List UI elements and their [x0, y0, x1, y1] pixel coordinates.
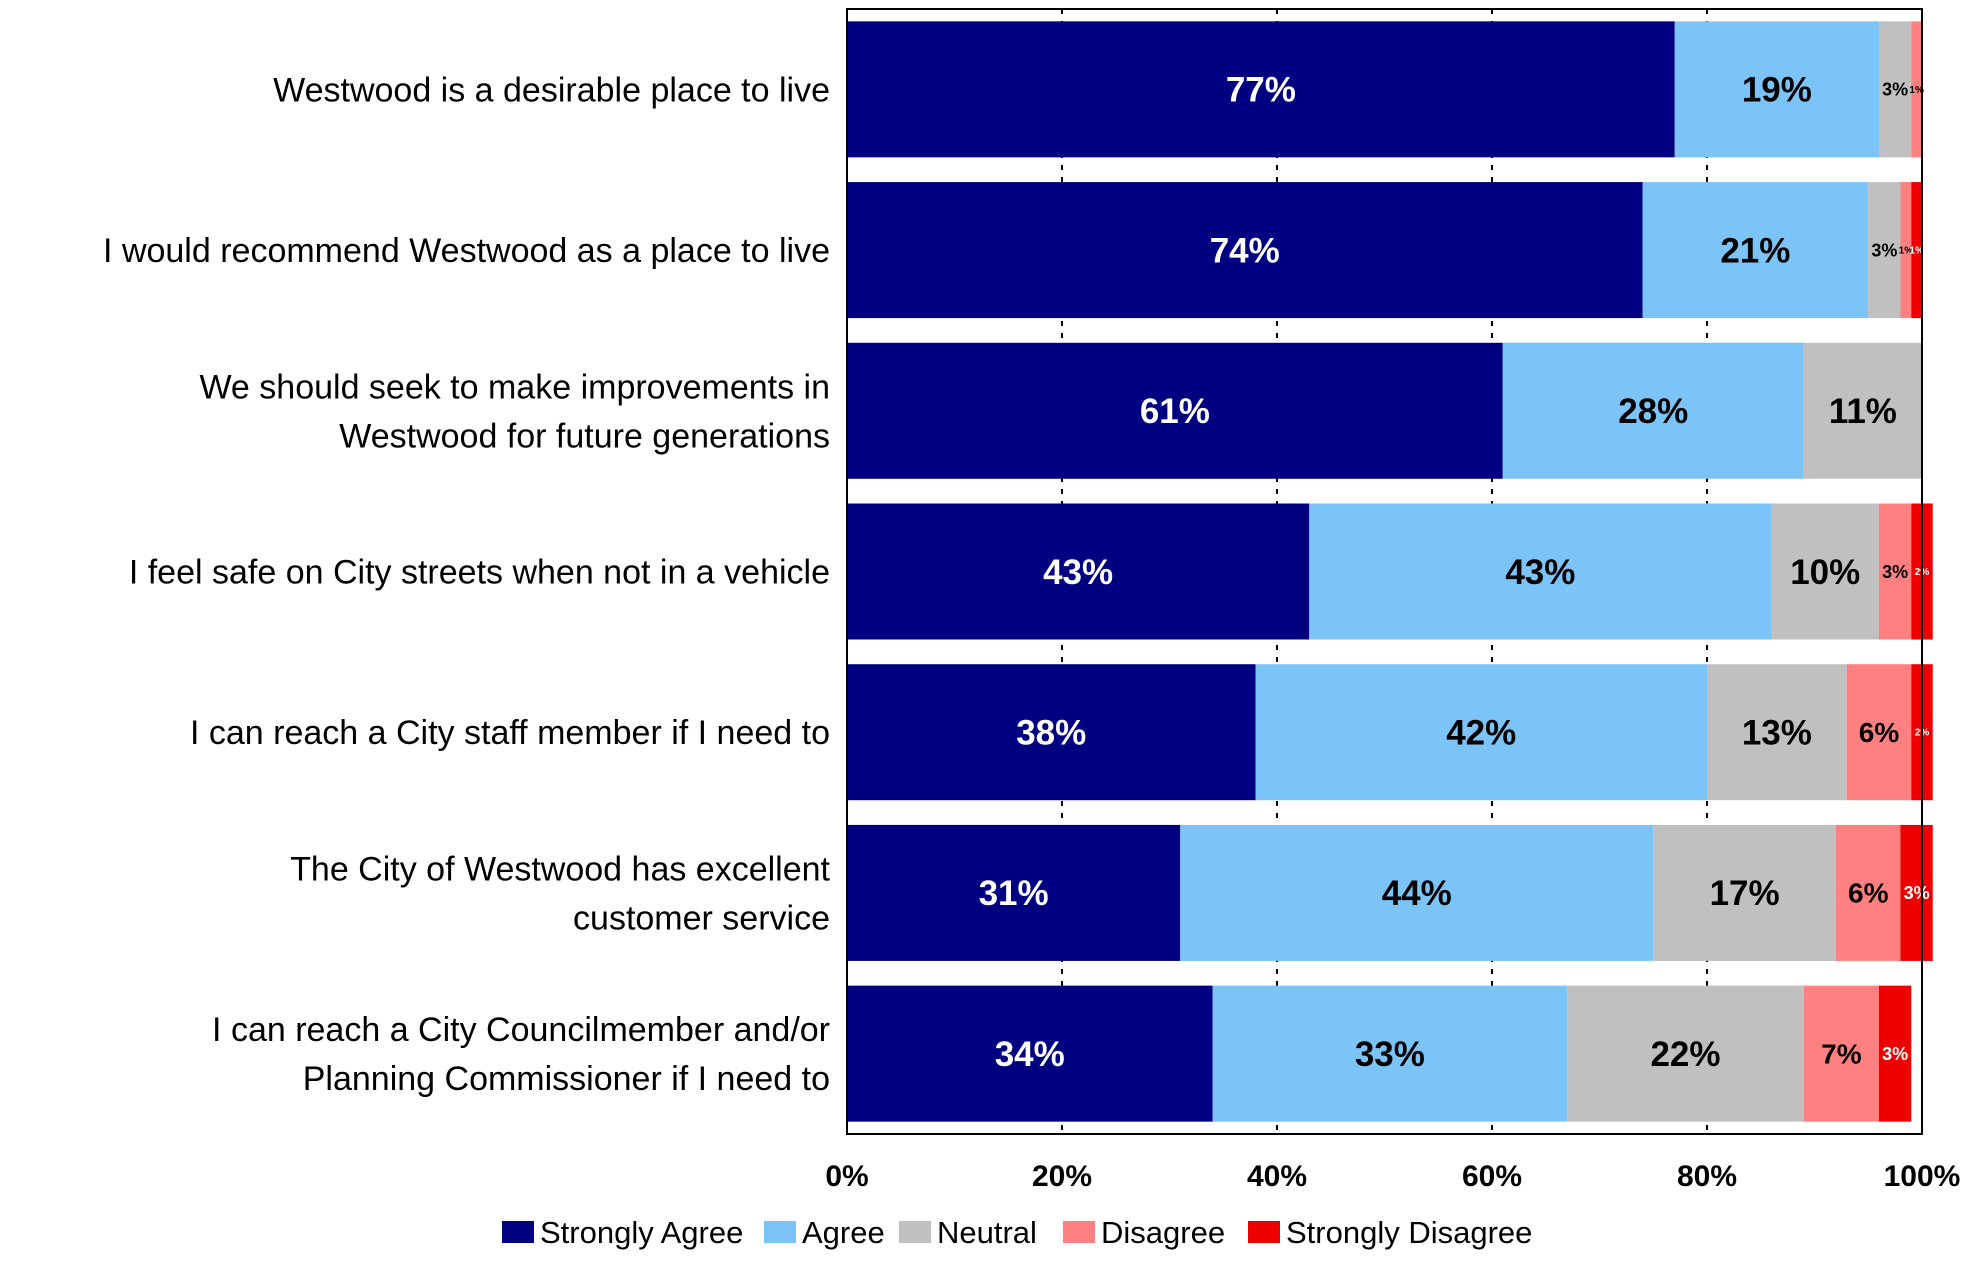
data-label: 38% — [1016, 713, 1086, 752]
bar-segment — [1502, 342, 1804, 479]
bar-segment — [1653, 824, 1836, 961]
bar-segment — [1879, 21, 1912, 158]
legend-swatch — [502, 1221, 534, 1243]
bar-segment — [1309, 503, 1772, 640]
category-label: I feel safe on City streets when not in … — [129, 554, 830, 592]
legend: Strongly Agree Agree Neutral Disagree Strong… — [502, 1215, 1532, 1250]
bar-segment — [1911, 182, 1922, 319]
legend-swatch — [899, 1221, 931, 1243]
bar-segment — [847, 182, 1643, 319]
bar-segment — [1836, 824, 1901, 961]
legend-label: Neutral — [937, 1215, 1037, 1250]
data-label: 31% — [979, 874, 1049, 913]
data-label: 44% — [1382, 874, 1452, 913]
data-label: 13% — [1742, 713, 1812, 752]
data-label: 74% — [1210, 231, 1280, 270]
data-label: 1% — [1909, 85, 1924, 96]
data-label: 6% — [1859, 717, 1900, 748]
data-label: 42% — [1446, 713, 1516, 752]
x-tick-label: 100% — [1884, 1160, 1961, 1193]
category-label: I can reach a City Councilmember and/or P… — [212, 1011, 830, 1098]
bar-segment — [1255, 664, 1707, 801]
legend-swatch — [1063, 1221, 1095, 1243]
bar-segment — [1212, 985, 1568, 1122]
x-tick-label: 60% — [1462, 1160, 1522, 1193]
bar-segment — [1868, 182, 1901, 319]
bar-segment — [847, 985, 1213, 1122]
bar-segment — [1180, 824, 1654, 961]
data-label: 43% — [1505, 553, 1575, 592]
x-tick-label: 20% — [1032, 1160, 1092, 1193]
category-label: I can reach a City staff member if I nee… — [190, 714, 830, 752]
bar-segment — [1846, 664, 1912, 801]
data-label: 33% — [1355, 1035, 1425, 1074]
data-label: 77% — [1226, 71, 1296, 110]
data-label: 6% — [1848, 878, 1889, 909]
data-label: 7% — [1821, 1038, 1862, 1069]
bar-segment — [1803, 985, 1879, 1122]
data-label: 61% — [1140, 392, 1210, 431]
data-label: 3% — [1871, 240, 1897, 260]
legend-label: Agree — [802, 1215, 885, 1250]
data-label: 22% — [1650, 1035, 1720, 1074]
data-label: 1% — [1909, 246, 1924, 257]
bar-segment — [1674, 21, 1879, 158]
data-label: 1% — [1899, 246, 1914, 257]
data-label: 3% — [1904, 883, 1930, 903]
bar-segment — [1900, 824, 1933, 961]
plot-border — [846, 8, 1923, 1135]
data-label: 11% — [1829, 392, 1897, 431]
data-label: 43% — [1043, 553, 1113, 592]
data-label: 28% — [1618, 392, 1688, 431]
bar-segment — [1642, 182, 1869, 319]
data-label: 19% — [1742, 71, 1812, 110]
data-label: 3% — [1882, 1044, 1908, 1064]
plot-frame-layer — [846, 8, 1923, 1135]
bar-segment — [1567, 985, 1804, 1122]
bar-segment — [1707, 664, 1847, 801]
data-label: 3% — [1882, 80, 1908, 100]
bar-segment — [1900, 182, 1912, 319]
x-tick-label: 40% — [1247, 1160, 1307, 1193]
bar-segment — [1803, 342, 1922, 479]
legend-label: Strongly Disagree — [1286, 1215, 1532, 1250]
category-labels: Westwood is a desirable place to live I w… — [103, 71, 830, 1098]
category-label: I would recommend Westwood as a place to… — [103, 232, 830, 270]
x-tick-label: 0% — [825, 1160, 868, 1193]
legend-swatch — [764, 1221, 796, 1243]
bar-segment — [847, 503, 1310, 640]
data-label: 17% — [1710, 874, 1780, 913]
data-label: 10% — [1790, 553, 1860, 592]
bars-layer: 77% 19% 3% 1%74% 21% 3% 1%1%61% 28% 11%43% 43% 10%… — [847, 21, 1933, 1122]
legend-label: Disagree — [1101, 1215, 1225, 1250]
x-axis-tick-labels: 0% 20% 40% 60% 80% 100% — [825, 1160, 1960, 1193]
bar-segment — [847, 664, 1256, 801]
category-label: The City of Westwood has excellent custom… — [290, 850, 830, 937]
bar-segment — [1771, 503, 1879, 640]
data-label: 34% — [995, 1035, 1065, 1074]
bar-segment — [1879, 985, 1912, 1122]
category-label: Westwood is a desirable place to live — [273, 71, 830, 109]
bar-segment — [1911, 21, 1922, 158]
data-label: 21% — [1720, 231, 1790, 270]
data-label: 3% — [1882, 562, 1908, 582]
bar-segment — [847, 342, 1503, 479]
bar-segment — [847, 824, 1181, 961]
category-label: We should seek to make improvements in We… — [199, 368, 830, 455]
legend-label: Strongly Agree — [540, 1215, 743, 1250]
bar-segment — [847, 21, 1675, 158]
bar-segment — [1879, 503, 1912, 640]
legend-swatch — [1248, 1221, 1280, 1243]
x-tick-label: 80% — [1677, 1160, 1737, 1193]
